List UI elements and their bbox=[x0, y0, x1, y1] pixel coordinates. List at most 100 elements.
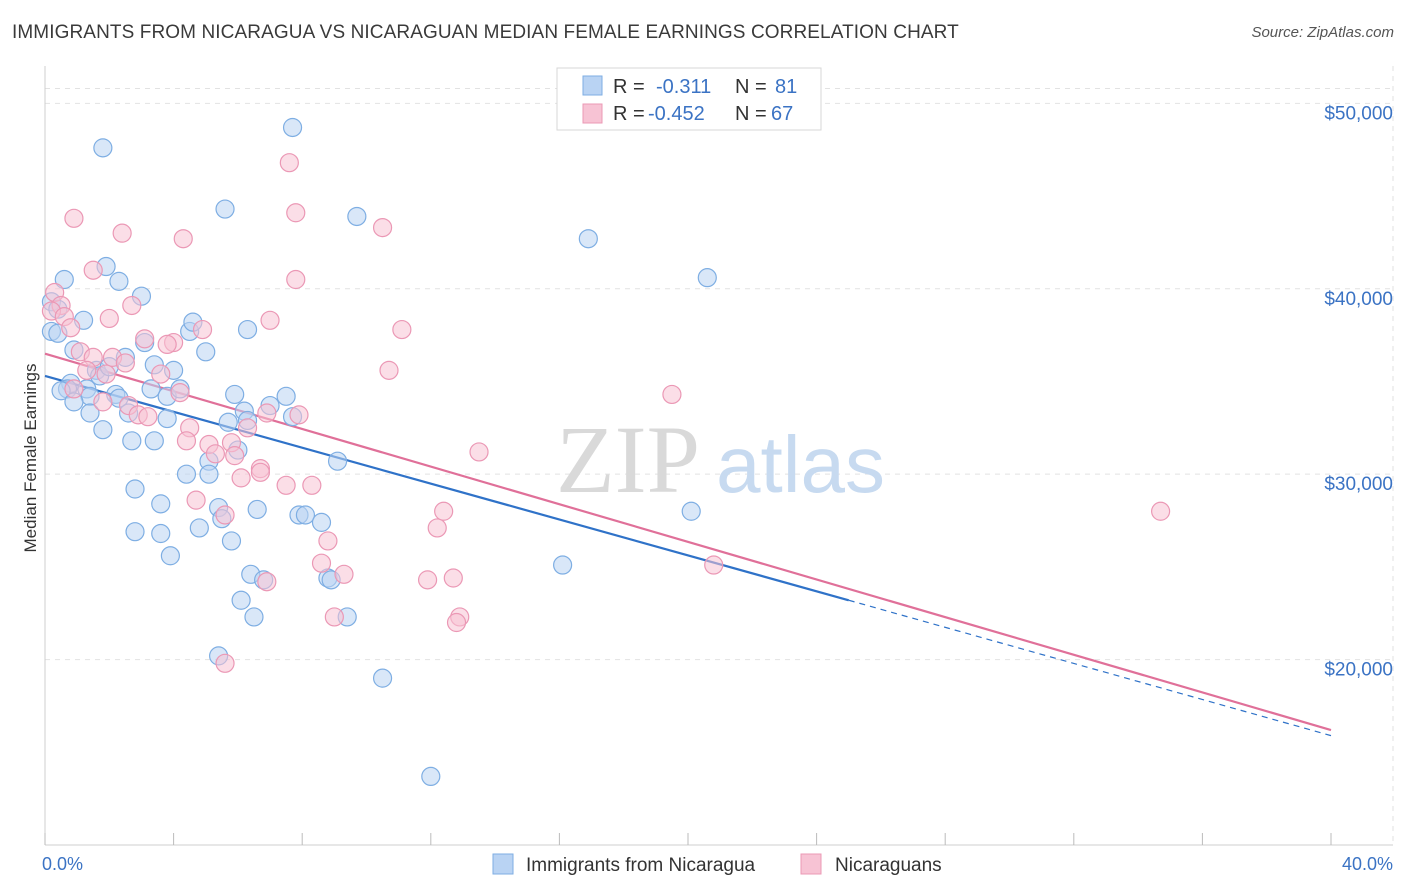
data-point-blue bbox=[176, 464, 197, 484]
data-point-pink bbox=[257, 572, 277, 592]
data-point-blue bbox=[199, 464, 219, 484]
data-point-pink bbox=[99, 308, 119, 329]
data-point-blue bbox=[237, 319, 258, 340]
data-point-pink bbox=[434, 501, 454, 521]
data-point-blue bbox=[311, 512, 332, 532]
data-point-pink bbox=[318, 531, 338, 551]
legend-bottom-label-blue: Immigrants from Nicaragua bbox=[526, 855, 756, 876]
axes bbox=[44, 66, 1393, 846]
data-point-blue bbox=[54, 269, 74, 290]
data-point-blue bbox=[221, 531, 242, 551]
x-tick-labels: 0.0% 40.0% bbox=[42, 854, 1393, 874]
y-tick-label: $20,000 bbox=[1324, 660, 1393, 681]
watermark-zip: ZIP bbox=[556, 406, 700, 513]
data-point-blue bbox=[247, 499, 267, 520]
data-point-blue bbox=[189, 518, 209, 538]
data-point-blue bbox=[421, 766, 441, 786]
data-point-blue bbox=[282, 117, 303, 138]
legend-n-label: N = bbox=[735, 76, 767, 98]
data-point-pink bbox=[61, 318, 81, 338]
data-point-blue bbox=[93, 138, 113, 158]
data-point-pink bbox=[379, 360, 399, 380]
data-point-pink bbox=[192, 319, 213, 340]
data-point-pink bbox=[1151, 501, 1171, 521]
data-point-blue bbox=[157, 408, 177, 429]
data-point-blue bbox=[196, 342, 216, 362]
data-point-pink bbox=[372, 217, 393, 238]
legend-n-value: 67 bbox=[771, 103, 793, 125]
data-point-pink bbox=[77, 360, 97, 380]
data-point-pink bbox=[311, 553, 332, 573]
data-point-pink bbox=[138, 407, 158, 427]
data-point-pink bbox=[96, 364, 116, 384]
data-point-pink bbox=[417, 570, 438, 590]
data-point-pink bbox=[286, 269, 306, 290]
data-point-pink bbox=[302, 475, 322, 495]
data-point-pink bbox=[231, 468, 251, 488]
data-point-blue bbox=[553, 555, 573, 575]
data-point-pink bbox=[122, 295, 142, 316]
legend-r-value: -0.452 bbox=[648, 103, 705, 125]
legend-bottom-label-pink: Nicaraguans bbox=[835, 855, 942, 876]
data-point-pink bbox=[237, 418, 258, 438]
data-point-blue bbox=[327, 451, 348, 471]
legend-n-value: 81 bbox=[775, 76, 797, 98]
trend-line-blue-extension bbox=[848, 599, 1332, 737]
data-point-pink bbox=[392, 319, 412, 340]
data-point-pink bbox=[93, 392, 113, 412]
data-point-blue bbox=[93, 420, 113, 440]
data-point-pink bbox=[115, 353, 135, 373]
data-point-blue bbox=[276, 386, 296, 406]
legend-swatch-pink bbox=[582, 103, 603, 124]
y-tick-labels: $20,000 $30,000 $40,000 $50,000 bbox=[1324, 103, 1393, 680]
y-tick-label: $30,000 bbox=[1324, 474, 1393, 495]
data-point-pink bbox=[186, 490, 206, 510]
data-point-pink bbox=[469, 442, 489, 462]
data-point-pink bbox=[334, 564, 354, 584]
x-tick-label: 0.0% bbox=[42, 854, 83, 874]
data-point-pink bbox=[289, 405, 309, 425]
x-tick-label: 40.0% bbox=[1342, 854, 1393, 874]
data-point-pink bbox=[276, 475, 296, 495]
data-point-blue bbox=[215, 199, 235, 219]
data-point-pink bbox=[83, 260, 103, 280]
legend-r-value: -0.311 bbox=[656, 76, 711, 98]
legend-r-label: R = bbox=[613, 103, 645, 125]
legend-bottom-swatch-pink bbox=[800, 853, 822, 875]
data-point-pink bbox=[215, 505, 235, 525]
data-point-blue bbox=[697, 268, 717, 288]
data-point-pink bbox=[176, 431, 197, 451]
data-point-pink bbox=[205, 444, 225, 464]
data-point-blue bbox=[151, 523, 171, 544]
data-point-blue bbox=[347, 206, 367, 227]
data-point-blue bbox=[244, 607, 264, 627]
legend-bottom-swatch-blue bbox=[492, 853, 514, 875]
data-point-blue bbox=[295, 505, 316, 525]
data-point-pink bbox=[173, 229, 193, 249]
data-point-blue bbox=[218, 412, 238, 432]
legend-top: R = -0.311 N = 81 R = -0.452 N = 67 bbox=[556, 67, 822, 131]
data-point-pink bbox=[215, 653, 235, 673]
legend-swatch-blue bbox=[582, 75, 603, 96]
data-point-pink bbox=[427, 518, 447, 538]
data-point-pink bbox=[112, 223, 132, 243]
data-point-pink bbox=[286, 203, 306, 223]
data-point-blue bbox=[231, 590, 251, 610]
data-point-blue bbox=[125, 522, 145, 542]
data-point-pink bbox=[157, 334, 177, 355]
data-point-blue bbox=[109, 271, 129, 291]
watermark-atlas: atlas bbox=[716, 420, 885, 509]
data-point-pink bbox=[250, 462, 271, 482]
data-point-pink bbox=[225, 446, 245, 466]
data-point-blue bbox=[144, 431, 164, 451]
legend-bottom: Immigrants from Nicaragua Nicaraguans bbox=[492, 853, 942, 876]
data-point-blue bbox=[80, 403, 100, 423]
y-tick-label: $50,000 bbox=[1324, 103, 1393, 124]
data-point-pink bbox=[446, 612, 467, 633]
data-point-pink bbox=[64, 379, 84, 399]
data-point-blue bbox=[141, 379, 161, 399]
data-point-pink bbox=[151, 364, 171, 384]
data-point-pink bbox=[64, 208, 84, 228]
data-point-blue bbox=[125, 479, 145, 499]
